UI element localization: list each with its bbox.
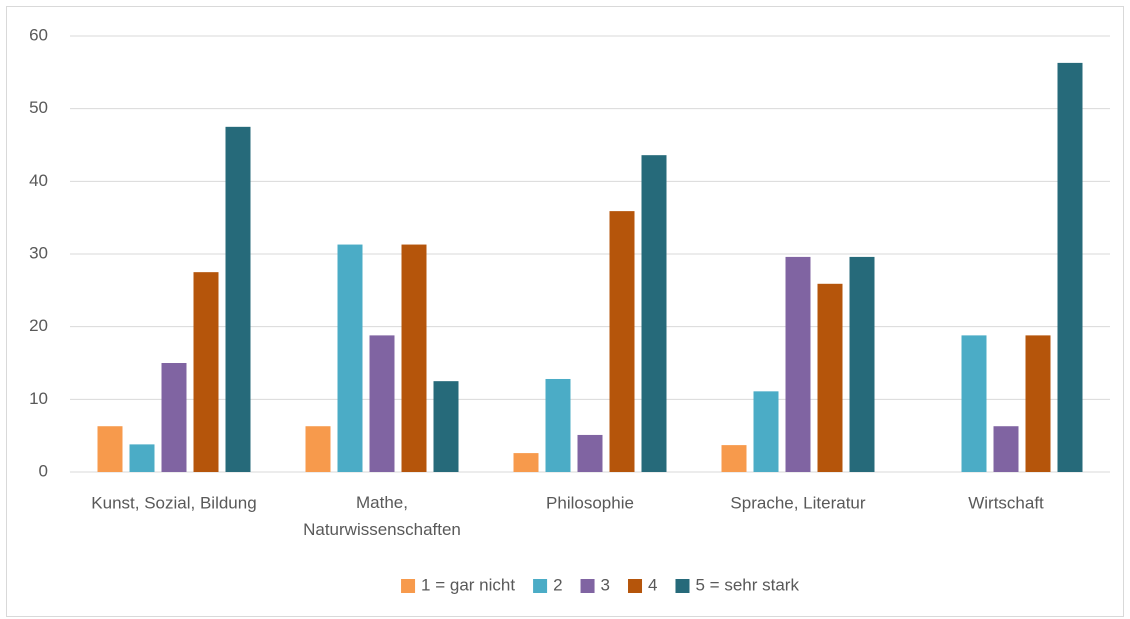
x-tick-label: Philosophie (546, 493, 634, 512)
legend-swatch (533, 579, 548, 593)
bar (401, 244, 427, 472)
legend-swatch (580, 579, 595, 593)
bar (609, 211, 635, 473)
y-tick-label: 60 (29, 25, 48, 44)
bar (305, 426, 331, 472)
legend-label: 5 = sehr stark (695, 575, 799, 594)
y-tick-label: 40 (29, 171, 48, 190)
bar (513, 453, 539, 472)
y-tick-label: 50 (29, 98, 48, 117)
x-tick-label: Sprache, Literatur (730, 493, 865, 512)
bar (641, 155, 667, 472)
x-tick-label: Mathe, Naturwissenschaften (303, 493, 461, 539)
x-tick-label: Wirtschaft (968, 493, 1044, 512)
bar (817, 283, 843, 472)
legend-label: 3 (601, 575, 610, 594)
legend-swatch (675, 579, 690, 593)
bar (577, 434, 603, 472)
chart-border (6, 6, 1124, 617)
x-tick-label: Kunst, Sozial, Bildung (91, 493, 256, 512)
y-tick-label: 30 (29, 243, 48, 262)
bar (225, 126, 251, 472)
bar (753, 391, 779, 472)
bar (993, 426, 1019, 472)
legend-label: 4 (648, 575, 657, 594)
legend-swatch (628, 579, 643, 593)
bar (97, 426, 123, 472)
bar (785, 256, 811, 472)
legend-swatch (401, 579, 416, 593)
bar (369, 335, 395, 472)
y-tick-label: 20 (29, 316, 48, 335)
bar (545, 378, 571, 472)
bar (337, 244, 363, 472)
bar (193, 272, 219, 472)
legend-label: 1 = gar nicht (421, 575, 515, 594)
bar (1025, 335, 1051, 472)
bar (1057, 62, 1083, 473)
bar (129, 444, 155, 472)
bar (849, 256, 875, 472)
y-tick-label: 10 (29, 389, 48, 408)
y-tick-label: 0 (39, 461, 48, 480)
bar (961, 335, 987, 472)
bar (433, 381, 459, 472)
bar (721, 445, 747, 472)
bar (161, 363, 187, 472)
legend-label: 2 (553, 575, 562, 594)
